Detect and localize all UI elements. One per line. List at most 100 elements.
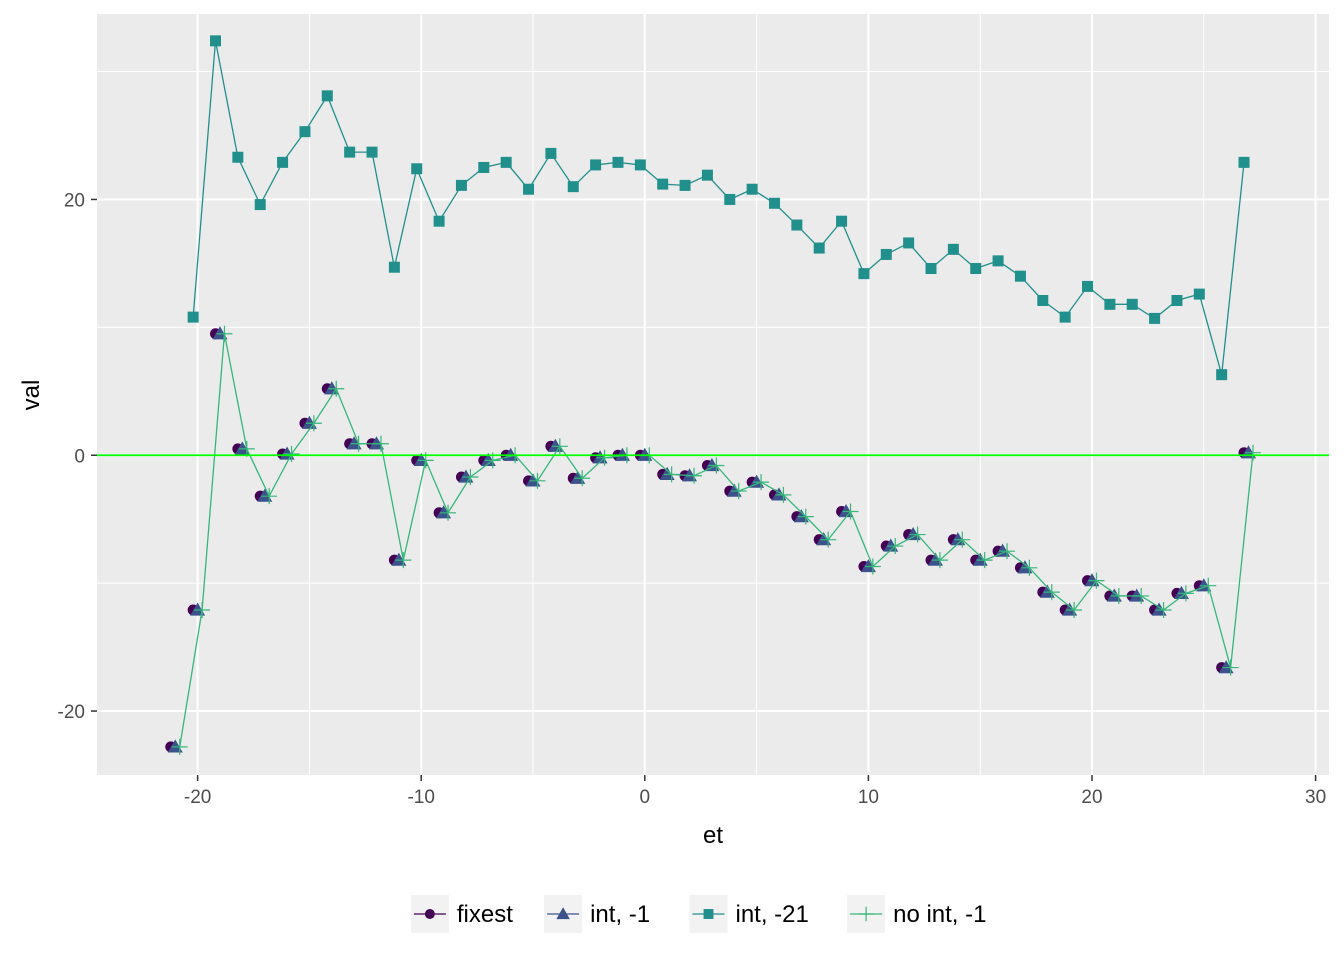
data-point: [685, 467, 702, 484]
data-point: [612, 156, 624, 168]
legend-label: no int, -1: [893, 901, 986, 928]
data-point: [820, 531, 837, 548]
data-point: [187, 311, 199, 323]
data-point: [395, 552, 412, 569]
data-point: [797, 508, 814, 525]
data-point: [1039, 584, 1055, 598]
data-point: [436, 505, 452, 519]
data-point: [257, 488, 273, 502]
data-point: [525, 473, 541, 487]
legend: fixest int, -1 int, -21 no int, -1: [410, 895, 986, 933]
data-point: [324, 381, 340, 395]
legend-key-marker: [556, 907, 570, 920]
data-point: [232, 151, 244, 163]
data-point: [909, 526, 926, 543]
data-point: [1104, 298, 1116, 310]
data-point: [753, 474, 770, 491]
data-point: [663, 466, 680, 483]
data-point: [1193, 288, 1205, 300]
data-point: [813, 242, 825, 254]
data-point: [887, 538, 904, 555]
data-point: [816, 532, 832, 546]
data-point: [299, 126, 311, 138]
data-point: [574, 470, 591, 487]
data-point: [590, 159, 602, 171]
data-point: [570, 470, 586, 484]
legend-label: fixest: [457, 901, 513, 928]
y-tick-label: -20: [58, 702, 85, 723]
data-point: [391, 552, 407, 566]
data-point: [657, 178, 669, 190]
data-point: [746, 183, 758, 195]
data-point: [995, 543, 1011, 557]
data-point: [1084, 573, 1100, 587]
legend-item-no-int-1: no int, -1: [847, 895, 986, 933]
series-int-21: [187, 35, 1250, 381]
data-point: [954, 531, 971, 548]
data-point: [1222, 659, 1239, 676]
legend-key-marker: [424, 909, 435, 919]
legend-label: int, -21: [736, 901, 809, 928]
data-point: [1021, 559, 1038, 576]
data-point: [433, 215, 445, 227]
data-point: [864, 558, 881, 575]
data-point: [860, 559, 876, 573]
data-point: [411, 163, 423, 175]
data-point: [999, 543, 1016, 560]
data-point: [927, 552, 943, 566]
x-tick-label: 20: [1081, 787, 1102, 808]
data-point: [551, 438, 568, 455]
data-point: [480, 452, 496, 466]
data-point: [637, 447, 653, 461]
data-point: [210, 35, 222, 47]
data-point: [947, 243, 959, 255]
data-point: [523, 183, 535, 195]
data-point: [972, 552, 988, 566]
data-point: [1155, 602, 1172, 619]
data-point: [1066, 602, 1083, 619]
data-point: [682, 468, 698, 482]
data-point: [167, 739, 183, 753]
data-point: [1244, 444, 1261, 461]
data-point: [793, 509, 809, 523]
data-point: [858, 268, 870, 280]
data-point: [194, 602, 211, 619]
data-point: [842, 503, 859, 520]
data-point: [836, 215, 848, 227]
data-point: [1059, 311, 1071, 323]
y-tick-label: 20: [64, 190, 85, 211]
panel-background: [97, 14, 1329, 775]
data-point: [344, 146, 356, 158]
x-axis: -20 -10 0 10 20 30: [184, 775, 1326, 808]
data-point: [305, 415, 322, 432]
data-point: [1216, 369, 1228, 381]
data-point: [372, 435, 389, 452]
data-point: [283, 445, 300, 462]
data-point: [1082, 280, 1094, 292]
data-point: [970, 263, 982, 275]
data-point: [328, 380, 345, 397]
x-tick-label: -10: [407, 787, 434, 808]
data-point: [462, 468, 479, 485]
data-point: [1173, 585, 1189, 600]
series-layer: [97, 35, 1329, 755]
x-tick-label: 0: [640, 787, 651, 808]
data-point: [726, 483, 742, 497]
data-point: [455, 179, 467, 191]
data-point: [903, 237, 915, 249]
legend-label: int, -1: [590, 901, 650, 928]
data-point: [596, 449, 613, 466]
y-tick-label: 0: [74, 446, 85, 467]
data-point: [1200, 577, 1217, 594]
data-point: [216, 325, 233, 342]
data-point: [883, 538, 899, 552]
data-point: [277, 156, 289, 168]
data-point: [775, 486, 792, 503]
data-point: [905, 527, 921, 541]
data-point: [614, 447, 630, 461]
data-point: [1171, 294, 1183, 306]
data-point: [366, 146, 378, 158]
data-point: [1088, 572, 1105, 589]
x-tick-label: 10: [858, 787, 879, 808]
